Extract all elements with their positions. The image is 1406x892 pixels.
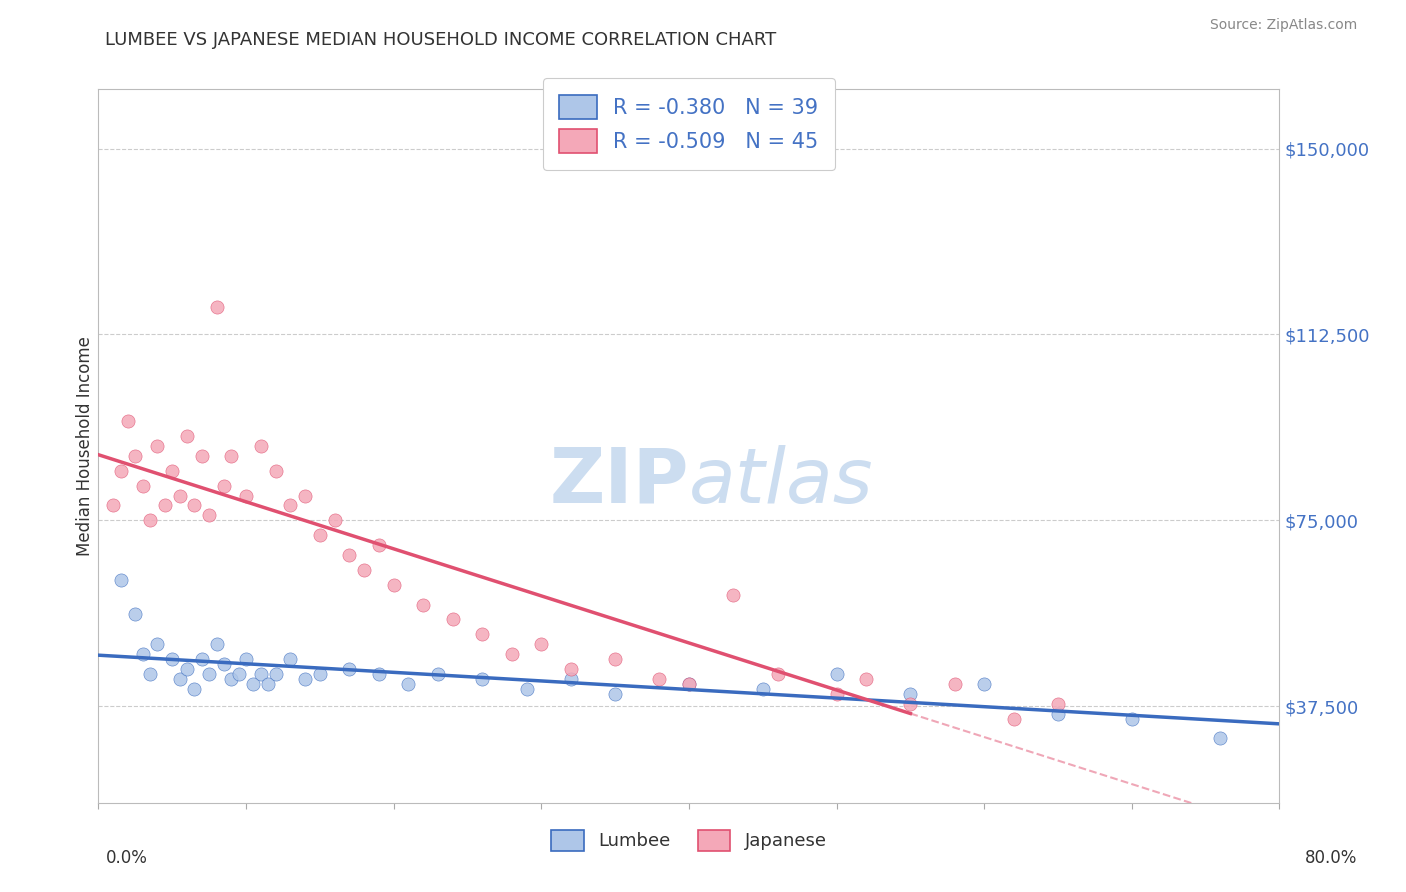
Point (198, 508, 221, 523)
Point (1046, 697, 1070, 711)
Point (605, 687, 627, 701)
Text: Source: ZipAtlas.com: Source: ZipAtlas.com (1209, 18, 1357, 32)
Point (678, 677, 700, 691)
Point (1002, 712, 1025, 726)
Point (132, 647, 155, 661)
Point (264, 464, 287, 478)
Point (605, 652, 627, 666)
Point (516, 681, 538, 696)
Point (560, 662, 582, 676)
Point (221, 672, 243, 686)
Point (117, 414, 139, 428)
Point (323, 513, 346, 527)
Point (353, 563, 375, 577)
Point (766, 667, 789, 681)
Point (228, 667, 250, 681)
Point (1046, 706, 1070, 721)
Point (176, 429, 198, 443)
Point (250, 667, 273, 681)
Point (339, 662, 361, 676)
Point (235, 652, 257, 666)
Text: LUMBEE VS JAPANESE MEDIAN HOUSEHOLD INCOME CORRELATION CHART: LUMBEE VS JAPANESE MEDIAN HOUSEHOLD INCO… (105, 31, 776, 49)
Point (183, 499, 205, 513)
Point (221, 449, 243, 463)
Point (825, 667, 848, 681)
Point (176, 662, 198, 676)
Point (280, 652, 302, 666)
Point (139, 667, 162, 681)
Point (146, 439, 169, 453)
Point (146, 637, 169, 651)
Point (412, 598, 434, 612)
Point (501, 647, 523, 661)
Point (427, 667, 450, 681)
Point (309, 667, 332, 681)
Point (198, 667, 221, 681)
Point (855, 672, 877, 686)
Point (648, 672, 671, 686)
Point (250, 439, 273, 453)
Point (110, 573, 132, 587)
Point (471, 672, 494, 686)
Point (242, 677, 264, 691)
Point (825, 687, 848, 701)
Point (471, 627, 494, 641)
Point (723, 588, 745, 602)
Point (560, 672, 582, 686)
Point (183, 681, 205, 696)
Point (294, 672, 316, 686)
Text: 80.0%: 80.0% (1305, 849, 1357, 867)
Point (132, 478, 155, 492)
Point (235, 489, 257, 503)
Point (264, 667, 287, 681)
Point (124, 607, 146, 622)
Point (257, 677, 280, 691)
Point (191, 449, 214, 463)
Point (973, 677, 995, 691)
Point (110, 464, 132, 478)
Point (678, 677, 700, 691)
Point (398, 677, 420, 691)
Point (103, 499, 125, 513)
Point (943, 677, 966, 691)
Point (368, 667, 391, 681)
Point (205, 300, 228, 314)
Point (309, 528, 332, 542)
Point (339, 548, 361, 562)
Point (441, 612, 464, 626)
Point (530, 637, 553, 651)
Point (153, 499, 176, 513)
Point (382, 578, 405, 592)
Point (212, 478, 235, 492)
Point (1121, 712, 1143, 726)
Point (1209, 731, 1232, 746)
Point (169, 489, 191, 503)
Text: ZIP: ZIP (550, 445, 689, 518)
Point (191, 652, 214, 666)
Point (900, 697, 922, 711)
Point (162, 464, 183, 478)
Point (752, 681, 775, 696)
Point (368, 538, 391, 552)
Point (124, 449, 146, 463)
Point (162, 652, 183, 666)
Legend: Lumbee, Japanese: Lumbee, Japanese (544, 822, 834, 858)
Point (212, 657, 235, 671)
Point (139, 513, 162, 527)
Y-axis label: Median Household Income: Median Household Income (76, 336, 94, 556)
Point (280, 499, 302, 513)
Point (169, 672, 191, 686)
Text: atlas: atlas (689, 445, 873, 518)
Text: 0.0%: 0.0% (105, 849, 148, 867)
Point (900, 687, 922, 701)
Point (294, 489, 316, 503)
Point (205, 637, 228, 651)
